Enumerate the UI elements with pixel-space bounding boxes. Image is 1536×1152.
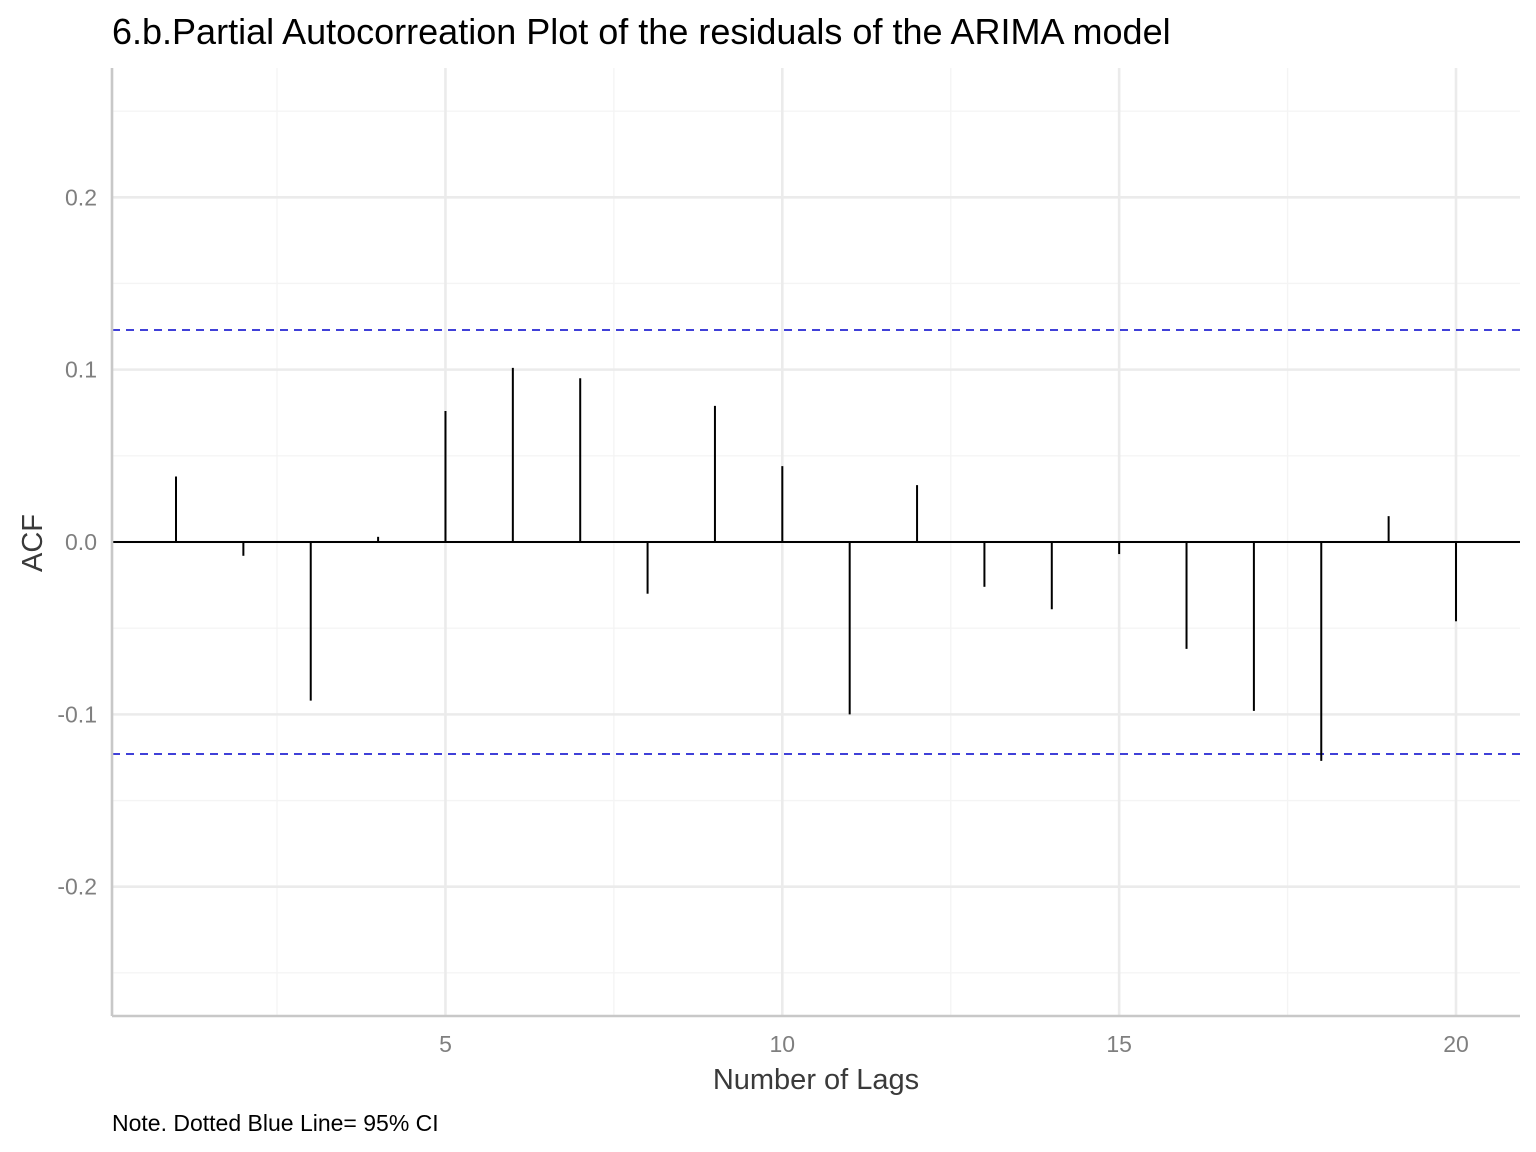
y-tick-label: -0.1	[57, 701, 97, 727]
y-tick-label: 0.0	[65, 529, 97, 555]
x-axis-label: Number of Lags	[713, 1064, 919, 1096]
x-tick-label: 5	[439, 1031, 452, 1057]
x-tick-label: 15	[1106, 1031, 1132, 1057]
y-tick-labels: -0.2 -0.1 0.0 0.1 0.2	[57, 184, 97, 899]
x-tick-label: 10	[770, 1031, 796, 1057]
x-tick-label: 20	[1443, 1031, 1469, 1057]
y-tick-label: 0.1	[65, 357, 97, 383]
y-tick-label: 0.2	[65, 184, 97, 210]
y-axis-label: ACF	[17, 514, 49, 572]
x-tick-labels: 5 10 15 20	[439, 1031, 1469, 1057]
axis-lines	[110, 68, 1520, 1018]
chart-title: 6.b.Partial Autocorreation Plot of the r…	[112, 11, 1171, 52]
chart-caption: Note. Dotted Blue Line= 95% CI	[112, 1110, 439, 1136]
acf-stems	[175, 367, 1457, 761]
y-tick-label: -0.2	[57, 874, 97, 900]
confidence-interval-lines	[112, 329, 1520, 755]
